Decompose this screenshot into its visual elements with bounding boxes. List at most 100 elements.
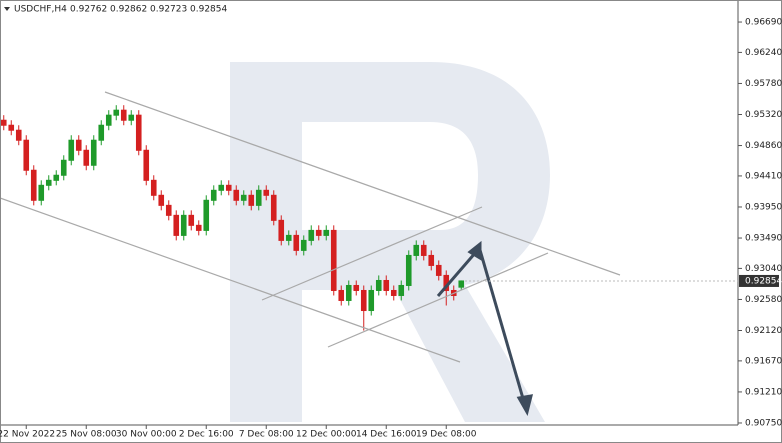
candle-body [315,229,322,236]
candle-body [180,214,187,236]
candle-body [75,139,82,151]
candle-body [338,289,345,301]
candle-body [203,199,210,231]
y-tick-label: 0.91670 [745,356,782,366]
y-tick-label: 0.94860 [745,141,782,151]
candle-body [255,189,262,206]
y-tick-label: 0.91210 [745,387,782,397]
candle-body [120,109,127,121]
candle-body [60,159,67,176]
y-tick-label: 0.96690 [745,18,782,28]
candle-body [330,229,337,291]
candle-body [308,229,315,241]
symbol: USDCHF,H4 [14,5,67,15]
candle-body [323,229,330,236]
candle-body [158,194,165,206]
x-tick-label: 12 Dec 00:00 [296,430,357,440]
candle-body [458,280,465,288]
candle-body [143,149,150,181]
arrow-down [478,249,526,403]
y-tick-label: 0.94410 [745,171,782,181]
channel-lower [0,197,461,363]
header-open: 0.92762 [70,5,107,15]
y-tick-label: 0.95780 [745,79,782,89]
candle-body [53,174,60,181]
x-tick-label: 30 Nov 00:00 [116,430,177,440]
plot [0,105,465,331]
candle-body [375,279,382,291]
y-tick-label: 0.92580 [745,295,782,305]
watermark-bowl [302,62,550,422]
candle-body [210,189,217,201]
x-tick-label: 19 Dec 08:00 [416,430,477,440]
header-low: 0.92723 [150,5,187,15]
header-close: 0.92854 [190,5,227,15]
candle-body [390,289,397,296]
x-tick-label: 2 Dec 16:00 [179,430,234,440]
candle-body [105,114,112,126]
candle-body [420,244,427,256]
channel-lines [0,91,621,363]
candle-body [300,239,307,251]
candle-body [248,194,255,206]
candle-body [233,189,240,201]
channel-up-upper [261,206,483,301]
candle-body [368,289,375,312]
watermark [230,62,550,422]
candle-body [278,219,285,241]
candle-body [383,279,390,291]
candle-body [173,214,180,236]
channel-up-lower [327,252,549,348]
x-tick-label: 14 Dec 16:00 [356,430,417,440]
candle-body [150,179,157,196]
x-tick-label: 25 Nov 08:00 [56,430,117,440]
candle-body [98,124,105,141]
candle-body [240,194,247,201]
candle-body [45,179,52,186]
candle-body [15,129,22,141]
candle-body [0,119,7,126]
header-high: 0.92862 [110,5,147,15]
candle-body [83,149,90,166]
candle-body [345,284,352,301]
arrow-head [516,394,534,416]
price-tag-label: 0.92854 [745,276,782,286]
x-tick-label: 7 Dec 08:00 [239,430,294,440]
candle-body [293,234,300,251]
y-tick-label: 0.95320 [745,110,782,120]
candle-body [413,244,420,256]
candle-body [225,184,232,191]
candle-body [128,114,135,121]
candle-body [8,124,15,131]
candle-body [353,284,360,291]
candle-body [195,224,202,231]
x-tick-label: 22 Nov 2022 [0,430,55,440]
price-tag [739,274,779,287]
candle-body [38,184,45,201]
forecast-arrows [436,240,534,416]
candle-body [113,109,120,116]
channel-upper [104,91,621,276]
candle-body [23,139,30,171]
candle-body [68,139,75,161]
menu-triangle [4,7,10,11]
candle-body [398,284,405,296]
candle-body [405,254,412,286]
candle-body [30,169,37,201]
y-tick-label: 0.90750 [745,418,782,428]
candle-body [218,184,225,191]
candle-body [435,264,442,276]
axes: 0.96690 0.96240 0.95780 0.95320 0.94860 0.944… [0,18,782,440]
candle-body [135,114,142,151]
candle-body [165,204,172,216]
candle-body [285,234,292,241]
watermark-stem [230,62,302,422]
candle-body [188,214,195,226]
y-tick-label: 0.93490 [745,234,782,244]
candle-body [263,189,270,196]
y-tick-label: 0.92120 [745,326,782,336]
y-tick-label: 0.96240 [745,48,782,58]
arrow-up [436,251,478,297]
